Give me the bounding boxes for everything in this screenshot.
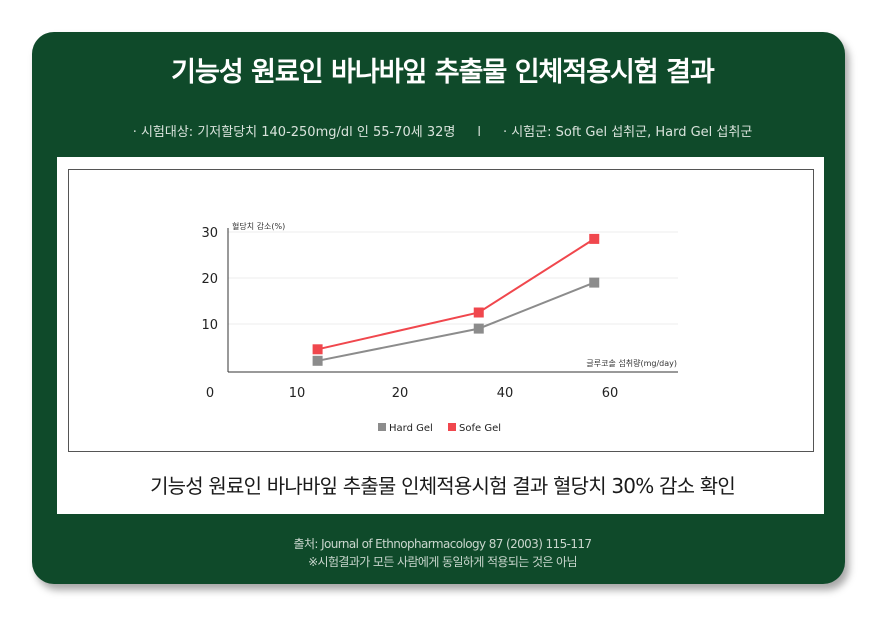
disclaimer-note: ※시험결과가 모든 사람에게 동일하게 적용되는 것은 아님: [308, 555, 577, 569]
x-tick-label: 40: [497, 386, 514, 401]
source-citation: 출처: Journal of Ethnopharmacology 87 (200…: [293, 537, 593, 551]
x-tick-label: 10: [289, 386, 306, 401]
y-tick-label: 10: [201, 318, 218, 333]
legend-label: Sofe Gel: [459, 423, 501, 434]
data-point: [473, 307, 484, 318]
test-info: · 시험대상: 기저할당치 140-250mg/dl 인 55-70세 32명 l…: [0, 121, 885, 140]
chart-frame: [68, 169, 814, 452]
test-groups: · 시험군: Soft Gel 섭취군, Hard Gel 섭취군: [502, 125, 753, 140]
data-point: [312, 355, 323, 366]
data-point: [589, 233, 600, 244]
x-origin-label: 0: [206, 386, 214, 401]
x-tick-label: 60: [602, 386, 619, 401]
y-tick-label: 20: [201, 272, 218, 287]
page-title: 기능성 원료인 바나바잎 추출물 인체적용시험 결과: [171, 57, 715, 88]
y-axis-label: 혈당치 감소(%): [232, 221, 285, 231]
x-tick-label: 20: [392, 386, 409, 401]
test-subjects: · 시험대상: 기저할당치 140-250mg/dl 인 55-70세 32명: [132, 125, 456, 140]
data-point: [589, 277, 600, 288]
series-line: [317, 281, 595, 362]
y-tick-label: 30: [201, 226, 218, 241]
result-caption: 기능성 원료인 바나바잎 추출물 인체적용시험 결과 혈당치 30% 감소 확인: [150, 474, 736, 498]
legend-swatch: [448, 423, 456, 431]
data-point: [473, 323, 484, 334]
data-point: [312, 344, 323, 355]
legend-swatch: [378, 423, 386, 431]
separator: l: [477, 125, 481, 140]
x-axis-label: 글루코솔 섭취량(mg/day): [586, 358, 677, 368]
legend-label: Hard Gel: [389, 423, 433, 434]
